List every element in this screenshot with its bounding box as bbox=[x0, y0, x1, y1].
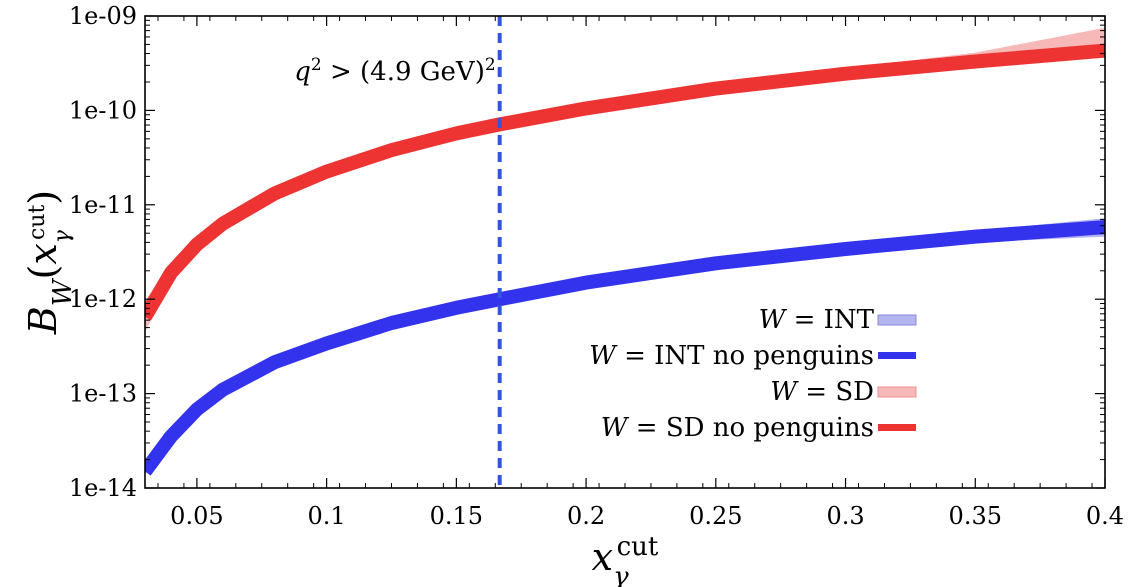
y-axis-title: BW(xγcut) bbox=[21, 190, 78, 335]
y-tick-label: 1e-12 bbox=[69, 285, 137, 313]
legend-swatch-w-int-no-penguins bbox=[878, 352, 916, 359]
y-tick-label: 1e-14 bbox=[69, 474, 137, 502]
tick-labels-layer: 0.05 0.1 0.15 0.2 0.25 0.3 0.35 0.4 1e-14 1e-13 1e… bbox=[69, 2, 1124, 530]
legend-swatch-w-int bbox=[877, 314, 917, 326]
cut-annotation: q2 > (4.9 GeV)2 bbox=[294, 55, 495, 87]
legend-swatch-w-sd-no-penguins bbox=[878, 424, 916, 431]
x-tick-label: 0.4 bbox=[1086, 502, 1124, 530]
x-axis-title: xγcut bbox=[592, 532, 659, 587]
x-tick-label: 0.1 bbox=[308, 502, 346, 530]
line-w-int-no-penguins bbox=[145, 220, 1105, 476]
x-tick-label: 0.25 bbox=[689, 502, 742, 530]
line-w-sd-no-penguins bbox=[145, 43, 1105, 321]
legend-label-w-sd-no-penguins: W = SD no penguins bbox=[601, 413, 874, 443]
y-tick-label: 1e-11 bbox=[69, 191, 137, 219]
x-tick-label: 0.3 bbox=[826, 502, 864, 530]
y-tick-label: 1e-09 bbox=[69, 2, 137, 30]
bands-layer bbox=[145, 27, 1105, 475]
x-tick-label: 0.15 bbox=[430, 502, 483, 530]
legend-label-w-int-no-penguins: W = INT no penguins bbox=[589, 341, 874, 371]
legend-label-w-sd: W = SD bbox=[770, 377, 874, 407]
legend-label-w-int: W = INT bbox=[759, 305, 875, 335]
ticks-layer bbox=[145, 15, 1106, 489]
y-tick-label: 1e-13 bbox=[69, 380, 137, 408]
y-tick-label: 1e-10 bbox=[69, 96, 137, 124]
legend: W = INT W = INT no penguins W = SD W = SD n… bbox=[589, 305, 917, 443]
lines-layer bbox=[145, 43, 1105, 476]
x-tick-label: 0.2 bbox=[567, 502, 605, 530]
legend-swatch-w-sd bbox=[877, 386, 917, 398]
x-tick-label: 0.35 bbox=[949, 502, 1002, 530]
x-tick-label: 0.05 bbox=[170, 502, 223, 530]
